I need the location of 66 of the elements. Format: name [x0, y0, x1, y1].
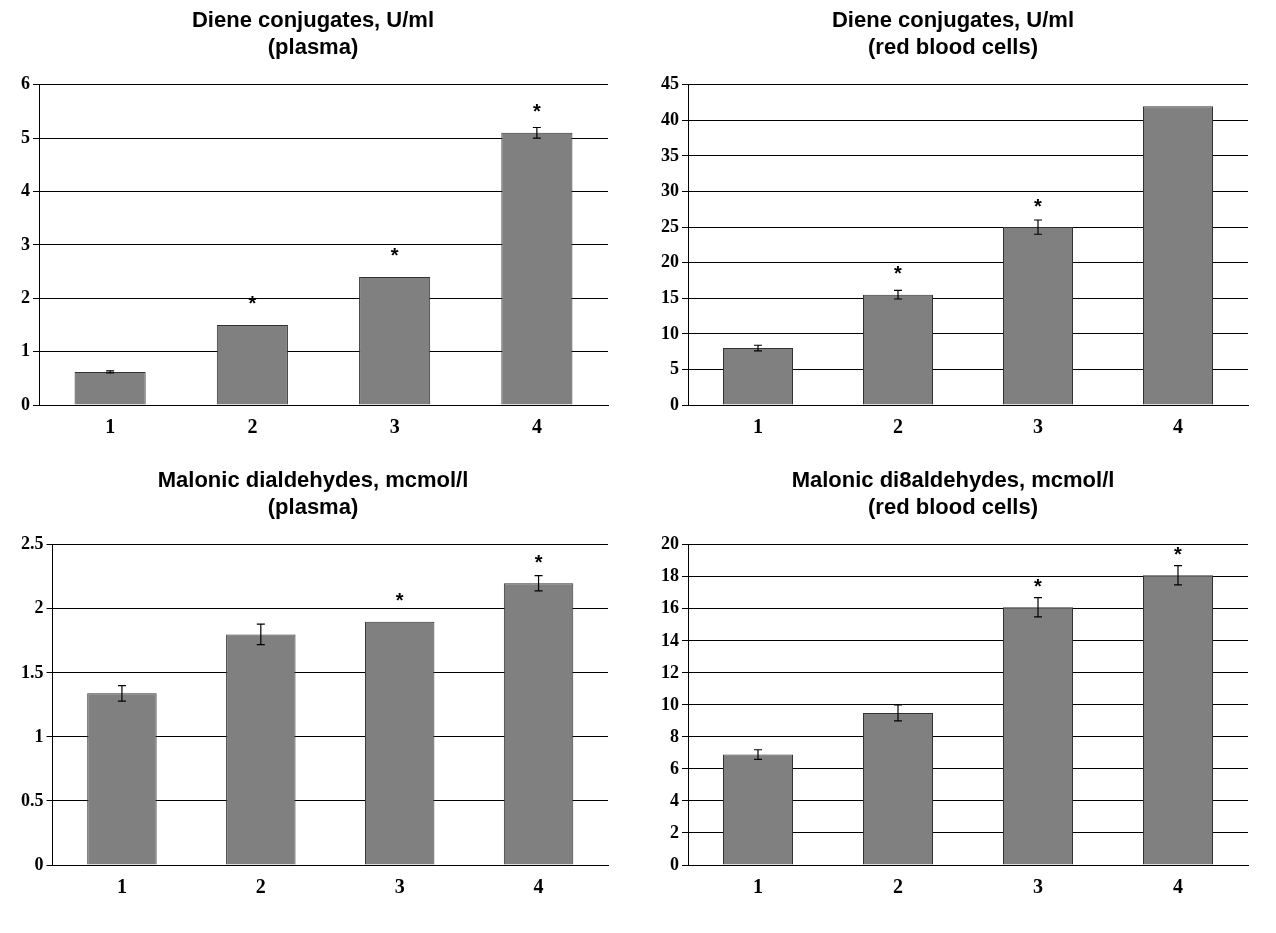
y-tick-label: 6 [21, 73, 30, 94]
text: (red blood cells) [868, 493, 1038, 519]
text: Malonic dialdehydes, mcmol/l [157, 467, 469, 493]
x-tick-label: 4 [533, 875, 544, 898]
x-tick-label: 1 [116, 875, 127, 898]
x-tick-label: 2 [893, 875, 903, 898]
y-tick-label: 14 [661, 629, 679, 650]
x-tick-label: 4 [1173, 415, 1183, 438]
y-tick-label: 5 [21, 126, 30, 147]
x-tick-label: 4 [531, 415, 542, 438]
y-tick-label: 40 [661, 109, 679, 130]
annotation: * [395, 589, 404, 612]
x-tick-label: 3 [394, 875, 405, 898]
x-tick-label: 1 [753, 415, 763, 438]
y-tick-label: 2 [670, 821, 679, 842]
annotation: * [894, 262, 903, 285]
y-tick-label: 4 [670, 789, 679, 810]
y-tick-label: 0 [670, 393, 679, 414]
x-tick-label: 1 [753, 875, 763, 898]
y-tick-label: 0.5 [21, 789, 44, 810]
y-tick-label: 3 [21, 233, 30, 254]
y-tick-label: 45 [661, 73, 679, 94]
y-tick-label: 1.5 [21, 661, 44, 682]
x-tick-label: 4 [1173, 875, 1183, 898]
x-tick-label: 3 [389, 415, 400, 438]
y-tick-label: 20 [661, 251, 679, 272]
x-tick-label: 2 [247, 415, 258, 438]
text: (plasma) [267, 33, 359, 59]
y-tick-label: 4 [21, 180, 30, 201]
y-tick-label: 25 [661, 215, 679, 236]
annotation: * [532, 100, 541, 123]
y-tick-label: 0 [34, 853, 44, 874]
y-tick-label: 0 [670, 853, 679, 874]
text: Diene conjugates, U/ml [831, 7, 1075, 33]
text: Malonic di8aldehydes, mcmol/l [791, 467, 1115, 493]
text: (red blood cells) [868, 33, 1038, 59]
y-tick-label: 35 [661, 144, 679, 165]
y-tick-label: 1 [34, 725, 44, 746]
y-tick-label: 2.5 [21, 533, 44, 554]
y-tick-label: 10 [661, 693, 679, 714]
y-tick-label: 8 [670, 725, 679, 746]
y-tick-label: 16 [661, 597, 679, 618]
text: Diene conjugates, U/ml [191, 7, 435, 33]
annotation: * [534, 550, 543, 573]
y-tick-label: 30 [661, 180, 679, 201]
annotation: * [390, 244, 399, 267]
y-tick-label: 20 [661, 533, 679, 554]
y-tick-label: 10 [661, 322, 679, 343]
y-tick-label: 0 [21, 393, 30, 414]
annotation: * [1174, 542, 1183, 565]
x-tick-label: 1 [105, 415, 116, 438]
annotation: * [1034, 194, 1043, 217]
y-tick-label: 6 [670, 757, 679, 778]
y-tick-label: 5 [670, 358, 679, 379]
x-tick-label: 2 [893, 415, 903, 438]
x-tick-label: 3 [1033, 415, 1043, 438]
x-tick-label: 3 [1033, 875, 1043, 898]
y-tick-label: 12 [661, 661, 679, 682]
annotation: * [1034, 574, 1043, 597]
text: (plasma) [267, 493, 359, 519]
y-tick-label: 2 [21, 286, 30, 307]
y-tick-label: 2 [34, 597, 44, 618]
y-tick-label: 18 [661, 565, 679, 586]
y-tick-label: 15 [661, 286, 679, 307]
x-tick-label: 2 [255, 875, 266, 898]
y-tick-label: 1 [21, 340, 30, 361]
